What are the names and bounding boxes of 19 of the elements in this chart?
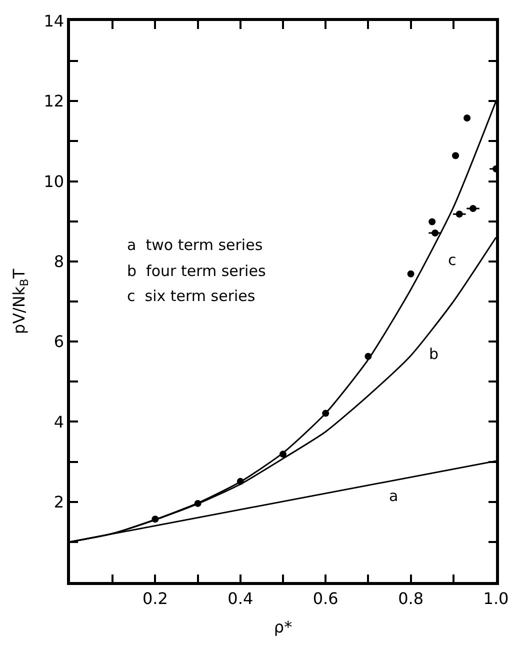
x-tick-label: 0.4 bbox=[228, 588, 254, 608]
x-tick-label: 0.2 bbox=[142, 588, 168, 608]
y-tick-label: 12 bbox=[44, 92, 64, 111]
y-tick-label: 14 bbox=[44, 12, 64, 31]
annotation: a two term series bbox=[127, 236, 263, 254]
annotation: b four term series bbox=[127, 262, 266, 280]
y-tick-label: 6 bbox=[54, 332, 64, 352]
x-axis-title: ρ* bbox=[274, 618, 292, 637]
x-tick-label: 0.6 bbox=[312, 588, 338, 608]
y-tick-label: 8 bbox=[54, 252, 64, 272]
annotation: b bbox=[429, 345, 439, 363]
annotation: c six term series bbox=[127, 287, 256, 305]
x-tick-label: 0.8 bbox=[398, 588, 424, 608]
annotation: c bbox=[448, 251, 456, 269]
y-tick-label: 10 bbox=[44, 172, 64, 191]
x-tick-label: 1.0 bbox=[483, 588, 509, 608]
y-tick-label: 4 bbox=[54, 412, 64, 432]
y-tick-label: 2 bbox=[54, 492, 64, 512]
annotation: a bbox=[389, 487, 398, 505]
